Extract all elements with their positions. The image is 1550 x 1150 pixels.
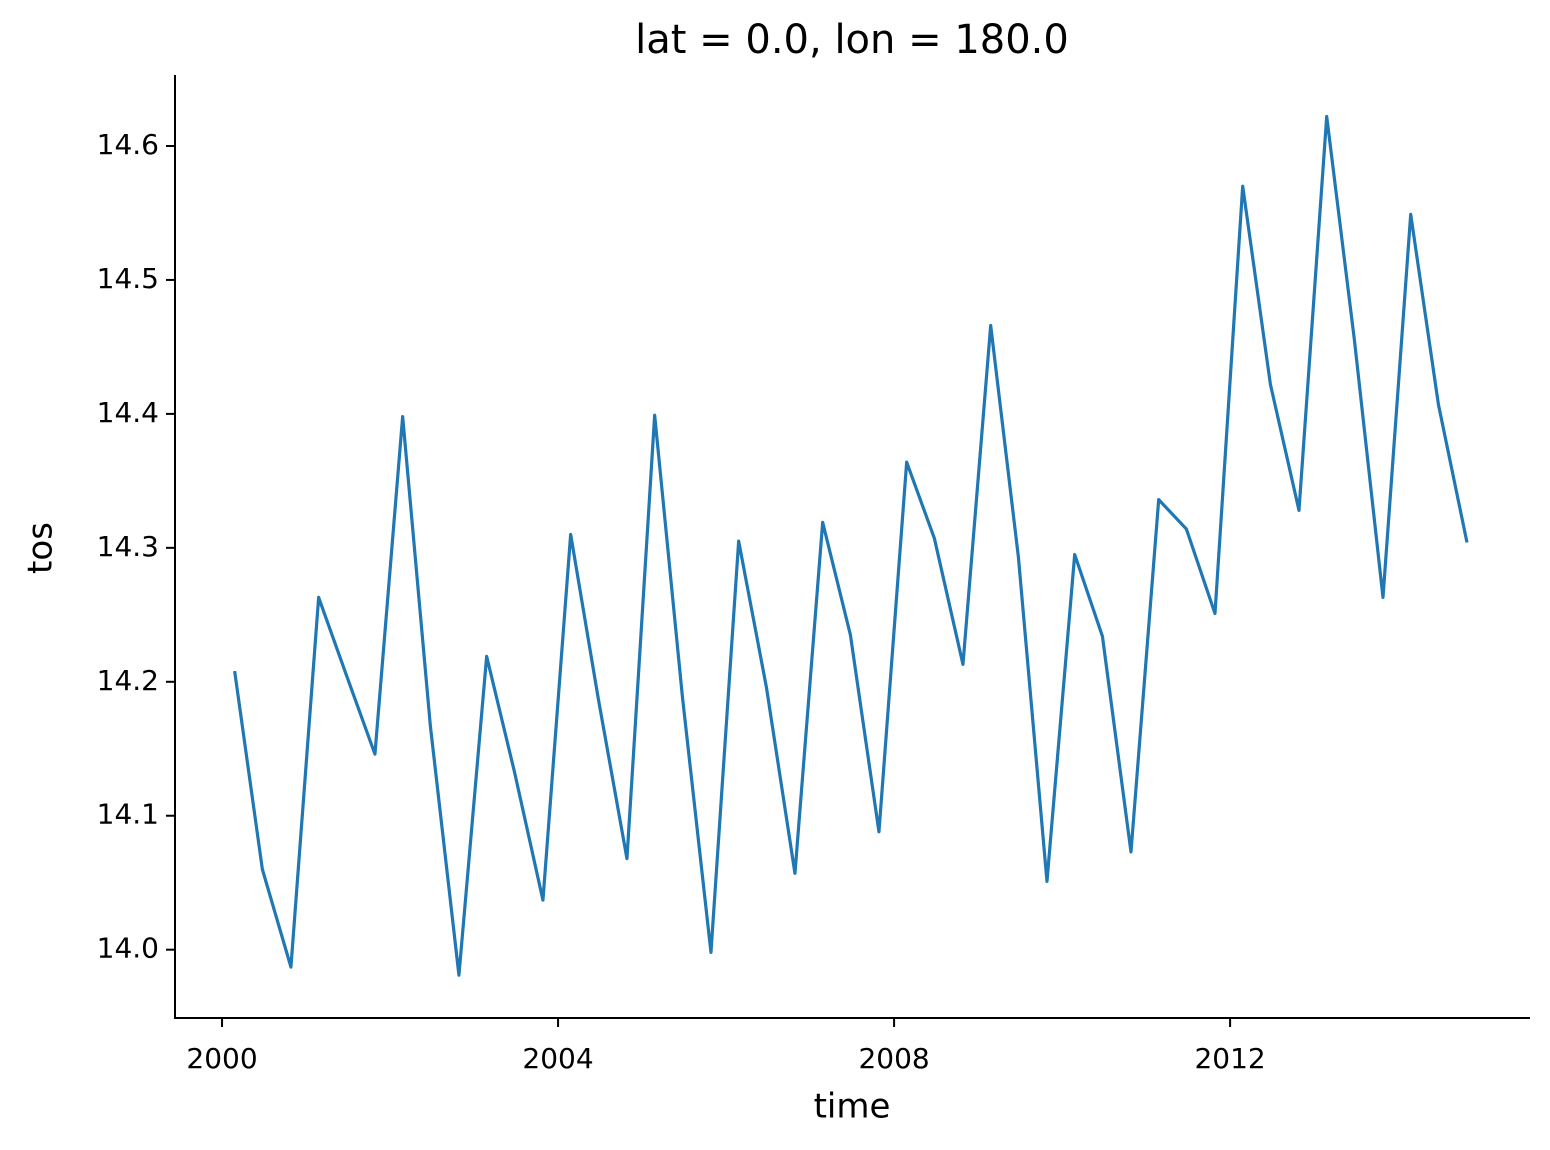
y-axis-label: tos bbox=[21, 522, 61, 574]
y-tick-label: 14.5 bbox=[97, 262, 159, 295]
x-tick-label: 2004 bbox=[522, 1042, 593, 1075]
y-tick-label: 14.2 bbox=[97, 664, 159, 697]
chart-title: lat = 0.0, lon = 180.0 bbox=[635, 17, 1069, 63]
x-axis-label: time bbox=[814, 1087, 891, 1127]
y-tick-label: 14.6 bbox=[97, 128, 159, 161]
y-tick-label: 14.0 bbox=[97, 932, 159, 965]
x-tick-label: 2000 bbox=[186, 1042, 257, 1075]
x-tick-label: 2012 bbox=[1194, 1042, 1265, 1075]
data-line bbox=[233, 114, 1469, 977]
y-tick-label: 14.1 bbox=[97, 798, 159, 831]
y-tick-label: 14.3 bbox=[97, 530, 159, 563]
x-tick-label: 2008 bbox=[858, 1042, 929, 1075]
y-tick-label: 14.4 bbox=[97, 396, 159, 429]
